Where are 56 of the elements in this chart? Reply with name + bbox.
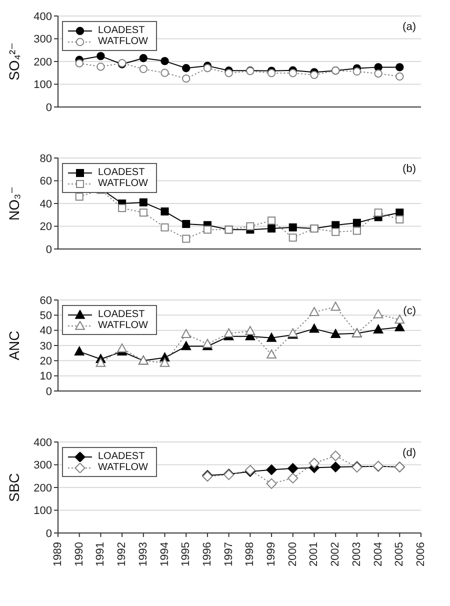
x-tick-label: 2001 xyxy=(308,542,320,566)
x-tick-label: 1997 xyxy=(222,542,235,566)
legend-label: LOADEST xyxy=(98,451,145,462)
y-tick-label: 20 xyxy=(40,356,52,368)
y-tick-label: 300 xyxy=(34,34,52,46)
y-tick-label: 10 xyxy=(40,370,52,383)
y-tick-label: 200 xyxy=(34,482,52,494)
legend-label: WATFLOW xyxy=(98,462,148,473)
y-tick-label: 0 xyxy=(46,102,52,114)
x-tick-label: 2000 xyxy=(286,542,299,566)
y-tick-label: 60 xyxy=(40,176,52,188)
y-axis-title: SBC xyxy=(6,473,22,502)
legend-label: LOADEST xyxy=(98,309,145,320)
annotation: (a) xyxy=(402,21,416,33)
y-tick-label: 100 xyxy=(34,79,52,92)
y-tick-label: 400 xyxy=(34,436,52,449)
y-tick-label: 400 xyxy=(34,10,52,23)
y-tick-label: 30 xyxy=(40,340,52,352)
x-tick-label: 2002 xyxy=(330,542,342,566)
legend-label: LOADEST xyxy=(98,167,145,178)
y-tick-label: 40 xyxy=(40,325,52,338)
y-tick-label: 40 xyxy=(40,198,52,210)
x-tick-label: 1991 xyxy=(94,542,107,566)
x-tick-label: 2006 xyxy=(415,542,427,566)
x-tick-label: 1995 xyxy=(180,542,192,566)
y-tick-label: 50 xyxy=(40,310,52,322)
y-tick-label: 60 xyxy=(40,294,52,307)
x-tick-label: 1998 xyxy=(244,542,256,566)
legend-label: LOADEST xyxy=(98,25,145,36)
x-tick-label: 1994 xyxy=(158,542,171,566)
x-tick-label: 1999 xyxy=(266,542,278,566)
y-tick-label: 200 xyxy=(34,56,52,68)
x-tick-label: 1993 xyxy=(137,542,150,566)
y-tick-label: 20 xyxy=(40,221,52,234)
y-tick-label: 100 xyxy=(34,505,52,518)
legend-label: WATFLOW xyxy=(98,178,148,189)
y-tick-label: 0 xyxy=(46,244,52,256)
y-tick-label: 80 xyxy=(40,152,52,165)
y-axis-title: NO₃⁻ xyxy=(6,186,22,221)
x-tick-label: 1989 xyxy=(52,542,64,566)
annotation: (c) xyxy=(403,305,416,317)
y-tick-label: 300 xyxy=(34,460,52,472)
x-tick-label: 1990 xyxy=(73,542,86,566)
y-axis-title: SO₄²⁻ xyxy=(6,42,22,80)
y-tick-label: 0 xyxy=(46,528,52,540)
x-tick-label: 1996 xyxy=(201,542,214,566)
x-tick-label: 2003 xyxy=(350,542,363,566)
legend-label: WATFLOW xyxy=(98,36,148,47)
y-axis-title: ANC xyxy=(6,330,22,360)
x-tick-label: 1992 xyxy=(116,542,128,566)
annotation: (d) xyxy=(402,447,416,459)
annotation: (b) xyxy=(402,163,416,175)
x-tick-label: 2004 xyxy=(372,542,384,566)
legend-label: WATFLOW xyxy=(98,320,148,331)
x-tick-label: 2005 xyxy=(394,542,406,566)
y-tick-label: 0 xyxy=(46,386,52,398)
